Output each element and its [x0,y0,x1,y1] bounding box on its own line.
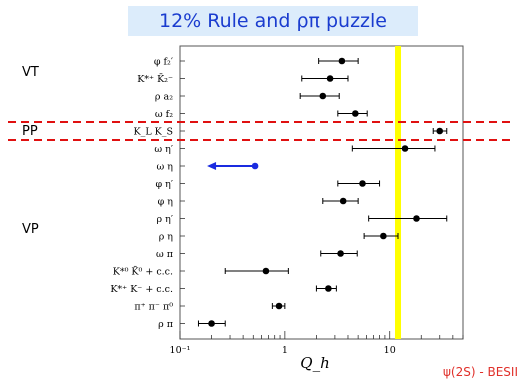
channel-label: ω π [156,249,173,260]
group-label-pp: PP [22,124,38,139]
data-point [359,180,366,187]
channel-label: π⁺ π⁻ π⁰ [134,302,173,313]
channel-label: K*⁺ K̄₂⁻ [137,73,173,85]
upper-limit-point [251,162,259,170]
data-point [339,197,347,205]
group-label-vt: VT [22,65,39,80]
channel-label: ω f₂ [155,109,173,120]
x-tick-label: 10⁻¹ [170,345,191,356]
data-point [319,92,327,100]
data-point [326,75,334,82]
channel-label: K_L K_S [133,127,173,138]
upper-limit-arrowhead [207,162,217,170]
plot-frame [179,45,464,340]
channel-label: K*⁺ K⁻ + c.c. [110,284,173,295]
data-point [325,285,332,292]
x-axis-label: Q_h [300,354,329,372]
data-point [208,320,215,327]
data-point [262,267,270,275]
channel-label: ω η′ [154,144,173,155]
channel-label: ρ a₂ [155,92,173,103]
channel-label: ρ π [158,319,173,330]
x-tick-label: 10 [384,345,396,356]
data-point [352,110,359,117]
x-tick-label: 1 [282,345,288,356]
channel-label: ρ η [159,232,174,243]
channel-label: K*⁰ K̄⁰ + c.c. [113,266,173,278]
data-point [436,127,444,135]
data-point [413,215,420,222]
data-point [337,250,344,257]
channel-label: φ η [158,197,174,208]
channel-label: φ η′ [155,179,173,190]
source-label: ψ(2S) - BESII [443,365,518,379]
data-point [401,145,409,152]
channel-label: φ f₂′ [154,57,173,68]
title-box: 12% Rule and ρπ puzzle [128,6,418,36]
reference-line-12-percent [395,46,402,339]
channel-label: ρ η′ [157,214,173,225]
group-label-vp: VP [22,222,39,237]
chart-title: 12% Rule and ρπ puzzle [158,10,387,32]
data-point [338,57,346,65]
data-point [380,232,387,240]
data-point [275,302,283,310]
channel-label: ω η [157,162,174,173]
